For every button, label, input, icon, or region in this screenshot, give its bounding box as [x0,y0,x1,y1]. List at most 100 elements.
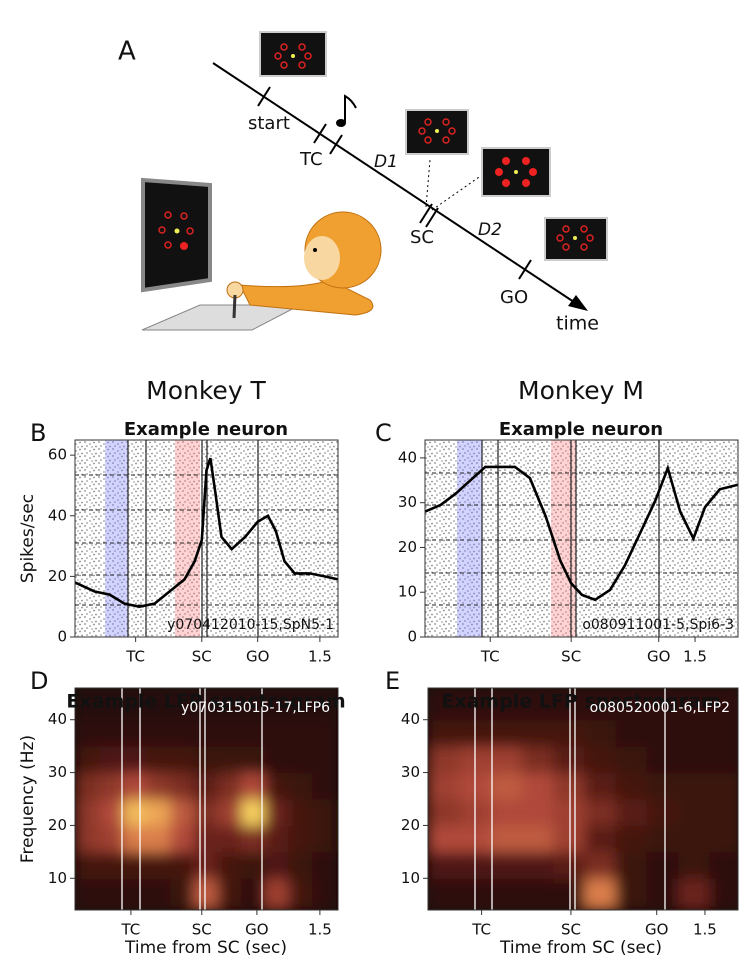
spectrogram-cell [490,851,523,879]
delay-label: D1 [374,152,398,172]
spectrogram-cell [521,825,554,853]
y-tick-label: 40 [401,710,420,728]
spectrogram-cell [428,799,460,826]
y-tick-label: 30 [401,763,420,781]
spectrogram-cell [75,878,100,910]
spectrogram-cell [264,878,289,910]
spectrogram-cell [646,825,679,853]
spectrogram-cell [288,719,313,747]
spectrogram-cell [521,746,554,774]
y-tick-label: 0 [57,628,67,646]
firing-rate-line [424,464,739,602]
spectrogram-cell [521,851,554,879]
chart-title: Example neuron [499,419,663,440]
spectrogram-cell [217,688,242,721]
spectrogram-cell [217,719,242,747]
spectrogram-cell [217,878,242,910]
x-axis-label: Time from SC (sec) [124,938,287,958]
spectrogram-cell [241,851,266,879]
spectrogram-cell [170,825,195,853]
spectrogram-cell [615,772,648,800]
spectrogram-cell [521,688,554,721]
x-tick-label: TC [125,648,145,666]
spectrogram-cell [170,851,195,879]
spectrogram-cell [646,719,679,747]
y-tick-label: 30 [398,493,417,511]
spectrogram-cell [553,772,585,800]
spectrogram-cell [490,825,523,853]
y-tick-label: 40 [48,506,67,524]
y-tick-label: 40 [398,448,417,466]
spectrogram-cell [241,719,266,747]
spectrogram-cell [553,851,585,879]
spectrogram-cell [678,746,710,774]
x-tick-label: 1.5 [683,648,707,666]
spectrogram-cell [99,719,124,747]
spectrogram-cell [264,719,289,747]
spectrogram-cell [146,772,171,800]
spectrogram-cell [241,746,266,774]
spectrogram-cell [146,825,171,853]
spectrogram-cell [428,719,460,747]
recording-id: y070315015-17,LFP6 [181,700,330,716]
spectrogram-cell [709,799,738,826]
x-tick-label: TC [480,648,500,666]
spectrogram-cell [678,688,710,721]
recording-id: o080520001-6,LFP2 [590,700,730,716]
spectrogram-cell [678,799,710,826]
spectrogram-cell [553,878,585,910]
spectrogram-cell [75,851,100,879]
spectrogram-cell [123,746,148,774]
spectrogram-cell [99,851,124,879]
y-tick-label: 20 [401,816,420,834]
spectrogram-cell [241,772,266,800]
spectrogram-cell [709,825,738,853]
spectrogram-cell [615,851,648,879]
event-label: GO [500,287,528,308]
spectrogram-cell [490,799,523,826]
spectrogram-cell [288,799,313,826]
spectrogram-cell [553,719,585,747]
spectrogram-cell [123,799,148,826]
spectrogram-cell [678,851,710,879]
y-tick-label: 40 [48,710,67,728]
spectrogram-cell [241,878,266,910]
spectrogram [75,688,338,910]
epoch-shading [551,440,576,637]
delay-label: D2 [478,220,502,240]
spectrogram-cell [264,746,289,774]
spectrogram-cell [99,746,124,774]
y-tick-label: 10 [401,869,420,887]
spectrogram-cell [646,772,679,800]
x-tick-label: 1.5 [308,921,332,939]
spectrogram-cell [584,746,617,774]
spectrogram-cell [170,772,195,800]
spectrogram-cell [615,719,648,747]
spectrogram-cell [312,772,337,800]
spectrogram-cell [75,799,100,826]
spectrogram-cell [584,799,617,826]
plot-frame [74,687,339,911]
plot-frame [74,439,339,638]
x-tick-label: GO [246,648,269,666]
spectrogram-cell [146,719,171,747]
spectrogram-cell [428,772,460,800]
spectrogram-cell [709,746,738,774]
spectrogram-cell [193,878,219,910]
spectrogram-cell [490,878,523,910]
x-tick-label: TC [471,921,491,939]
spectrogram-cell [678,878,710,910]
event-label: start [248,113,290,134]
spectrogram-cell [521,772,554,800]
spectrogram-cell [123,851,148,879]
y-axis-label: Frequency (Hz) [18,735,38,863]
spectrogram-cell [521,719,554,747]
spectrogram-cell [615,746,648,774]
spectrogram-cell [490,746,523,774]
x-tick-label: SC [192,648,212,666]
spectrogram-cell [709,851,738,879]
spectrogram-cell [241,825,266,853]
spectrogram-cell [123,688,148,721]
y-tick-label: 20 [48,567,67,585]
plot-frame [427,687,739,911]
